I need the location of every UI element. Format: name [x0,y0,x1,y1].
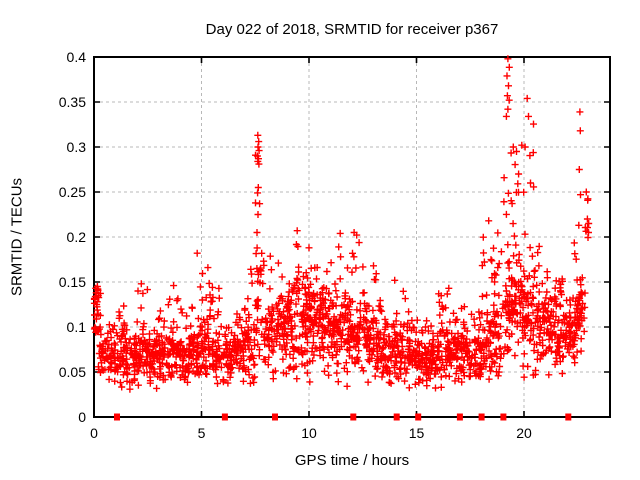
y-tick-label: 0.05 [59,364,86,380]
y-tick-label: 0.3 [67,139,87,155]
x-tick-label: 20 [516,425,532,441]
grid-lines [94,57,610,417]
x-axis-label: GPS time / hours [294,452,410,469]
y-tick-label: 0.25 [59,184,86,200]
x-tick-label: 10 [301,425,317,441]
y-tick-label: 0.2 [67,229,87,245]
y-tick-label: 0.35 [59,94,86,110]
y-tick-label: 0.15 [59,274,86,290]
x-tick-label: 0 [90,425,98,441]
chart-title: Day 022 of 2018, SRMTID for receiver p36… [205,21,499,38]
y-tick-label: 0 [78,409,86,425]
x-tick-label: 15 [409,425,425,441]
x-tick-label: 5 [198,425,206,441]
scatter-points [90,55,593,393]
event-markers [114,413,572,421]
y-tick-label: 0.1 [67,319,87,335]
y-tick-label: 0.4 [67,49,87,65]
